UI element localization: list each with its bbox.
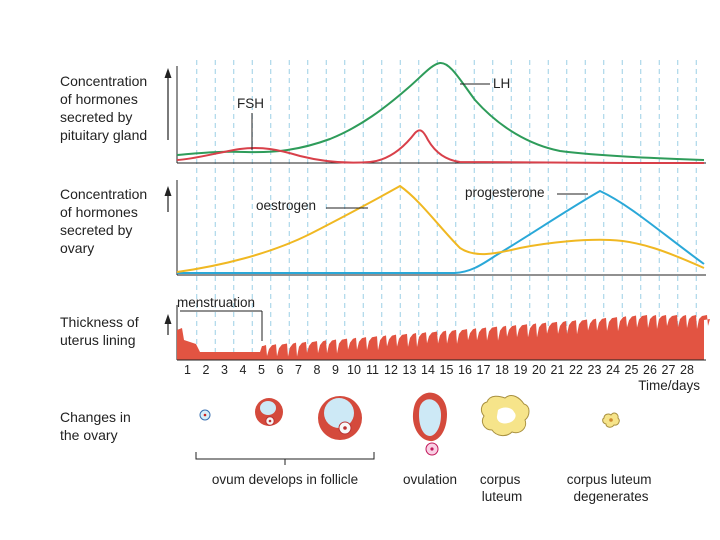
follicle-stage-bracket	[195, 452, 375, 460]
label-line: corpus luteum	[567, 472, 652, 487]
oestrogen-curve	[176, 184, 705, 273]
day-tick-label: 20	[532, 363, 546, 377]
changes-row-label: Changes in the ovary	[60, 409, 135, 443]
label-line: degenerates	[573, 489, 648, 504]
corpus-luteum-icon	[480, 395, 530, 437]
day-tick-label: 26	[643, 363, 657, 377]
ovary-hormone-panel: Concentration of hormones secreted by ov…	[60, 180, 706, 276]
label-line: uterus lining	[60, 332, 136, 348]
label-line: secreted by	[60, 109, 132, 125]
label-line: corpus	[480, 472, 521, 487]
day-tick-label: 13	[403, 363, 417, 377]
day-tick-label: 8	[314, 363, 321, 377]
day-tick-label: 12	[384, 363, 398, 377]
primary-follicle-icon	[199, 409, 211, 421]
day-tick-labels: 1 2 3 4 5 6 7 8 9 10 11 12 13 14 15 16 17 18 19 20 21 22 23 24 2…	[184, 363, 694, 377]
label-line: the ovary	[60, 427, 118, 443]
follicle-stage-label: ovum develops in follicle	[212, 472, 358, 487]
ovulation-label: ovulation	[403, 472, 457, 487]
progesterone-label: progesterone	[465, 185, 545, 200]
day-tick-label: 3	[221, 363, 228, 377]
y-axis-arrowhead	[164, 314, 172, 324]
day-tick-label: 27	[662, 363, 676, 377]
label-line: luteum	[482, 489, 523, 504]
ovary-changes-panel: Changes in the ovary	[60, 392, 656, 504]
label-line: Changes in	[60, 409, 131, 425]
menstruation-label: menstruation	[177, 295, 255, 310]
day-tick-label: 10	[347, 363, 361, 377]
day-tick-label: 22	[569, 363, 583, 377]
day-tick-label: 17	[477, 363, 491, 377]
uterus-lining-shape	[177, 315, 710, 360]
label-line: Concentration	[60, 73, 147, 89]
label-line: Thickness of	[60, 314, 139, 330]
day-tick-label: 6	[277, 363, 284, 377]
day-tick-label: 15	[440, 363, 454, 377]
lh-curve	[176, 62, 705, 161]
day-tick-label: 18	[495, 363, 509, 377]
degenerating-corpus-luteum-icon	[602, 412, 620, 428]
day-tick-label: 2	[203, 363, 210, 377]
day-tick-label: 25	[625, 363, 639, 377]
day-tick-label: 11	[366, 363, 379, 377]
day-tick-label: 24	[606, 363, 620, 377]
label-line: of hormones	[60, 91, 138, 107]
day-tick-label: 28	[680, 363, 694, 377]
mature-follicle-icon	[318, 396, 362, 440]
lh-label: LH	[493, 76, 510, 91]
pituitary-row-label: Concentration of hormones secreted by pi…	[60, 73, 151, 143]
day-tick-label: 7	[295, 363, 302, 377]
day-tick-label: 1	[184, 363, 191, 377]
day-tick-label: 21	[551, 363, 565, 377]
degenerates-label: corpus luteum degenerates	[567, 472, 656, 504]
day-tick-label: 23	[588, 363, 602, 377]
corpus-luteum-label: corpus luteum	[480, 472, 524, 504]
ovary-row-label: Concentration of hormones secreted by ov…	[60, 186, 151, 256]
label-line: of hormones	[60, 204, 138, 220]
label-line: secreted by	[60, 222, 132, 238]
label-line: ovary	[60, 240, 94, 256]
uterus-row-label: Thickness of uterus lining	[60, 314, 142, 348]
y-axis-arrowhead	[164, 186, 172, 196]
day-tick-label: 16	[458, 363, 472, 377]
day-tick-label: 9	[332, 363, 339, 377]
day-tick-label: 19	[514, 363, 528, 377]
oestrogen-label: oestrogen	[256, 198, 316, 213]
day-tick-label: 5	[258, 363, 265, 377]
ovulation-icon	[412, 392, 447, 456]
x-axis-title: Time/days	[638, 378, 700, 393]
uterus-panel: Thickness of uterus lining menstruation …	[60, 295, 710, 393]
fsh-label: FSH	[237, 96, 264, 111]
fsh-curve	[176, 129, 705, 164]
day-gridlines	[196, 60, 697, 356]
developing-follicle-icon	[255, 398, 283, 426]
day-tick-label: 4	[240, 363, 247, 377]
label-line: Concentration	[60, 186, 147, 202]
y-axis-arrowhead	[164, 68, 172, 78]
progesterone-curve	[177, 189, 705, 274]
day-tick-label: 14	[421, 363, 435, 377]
label-line: pituitary gland	[60, 127, 147, 143]
pituitary-panel: Concentration of hormones secreted by pi…	[60, 62, 706, 164]
